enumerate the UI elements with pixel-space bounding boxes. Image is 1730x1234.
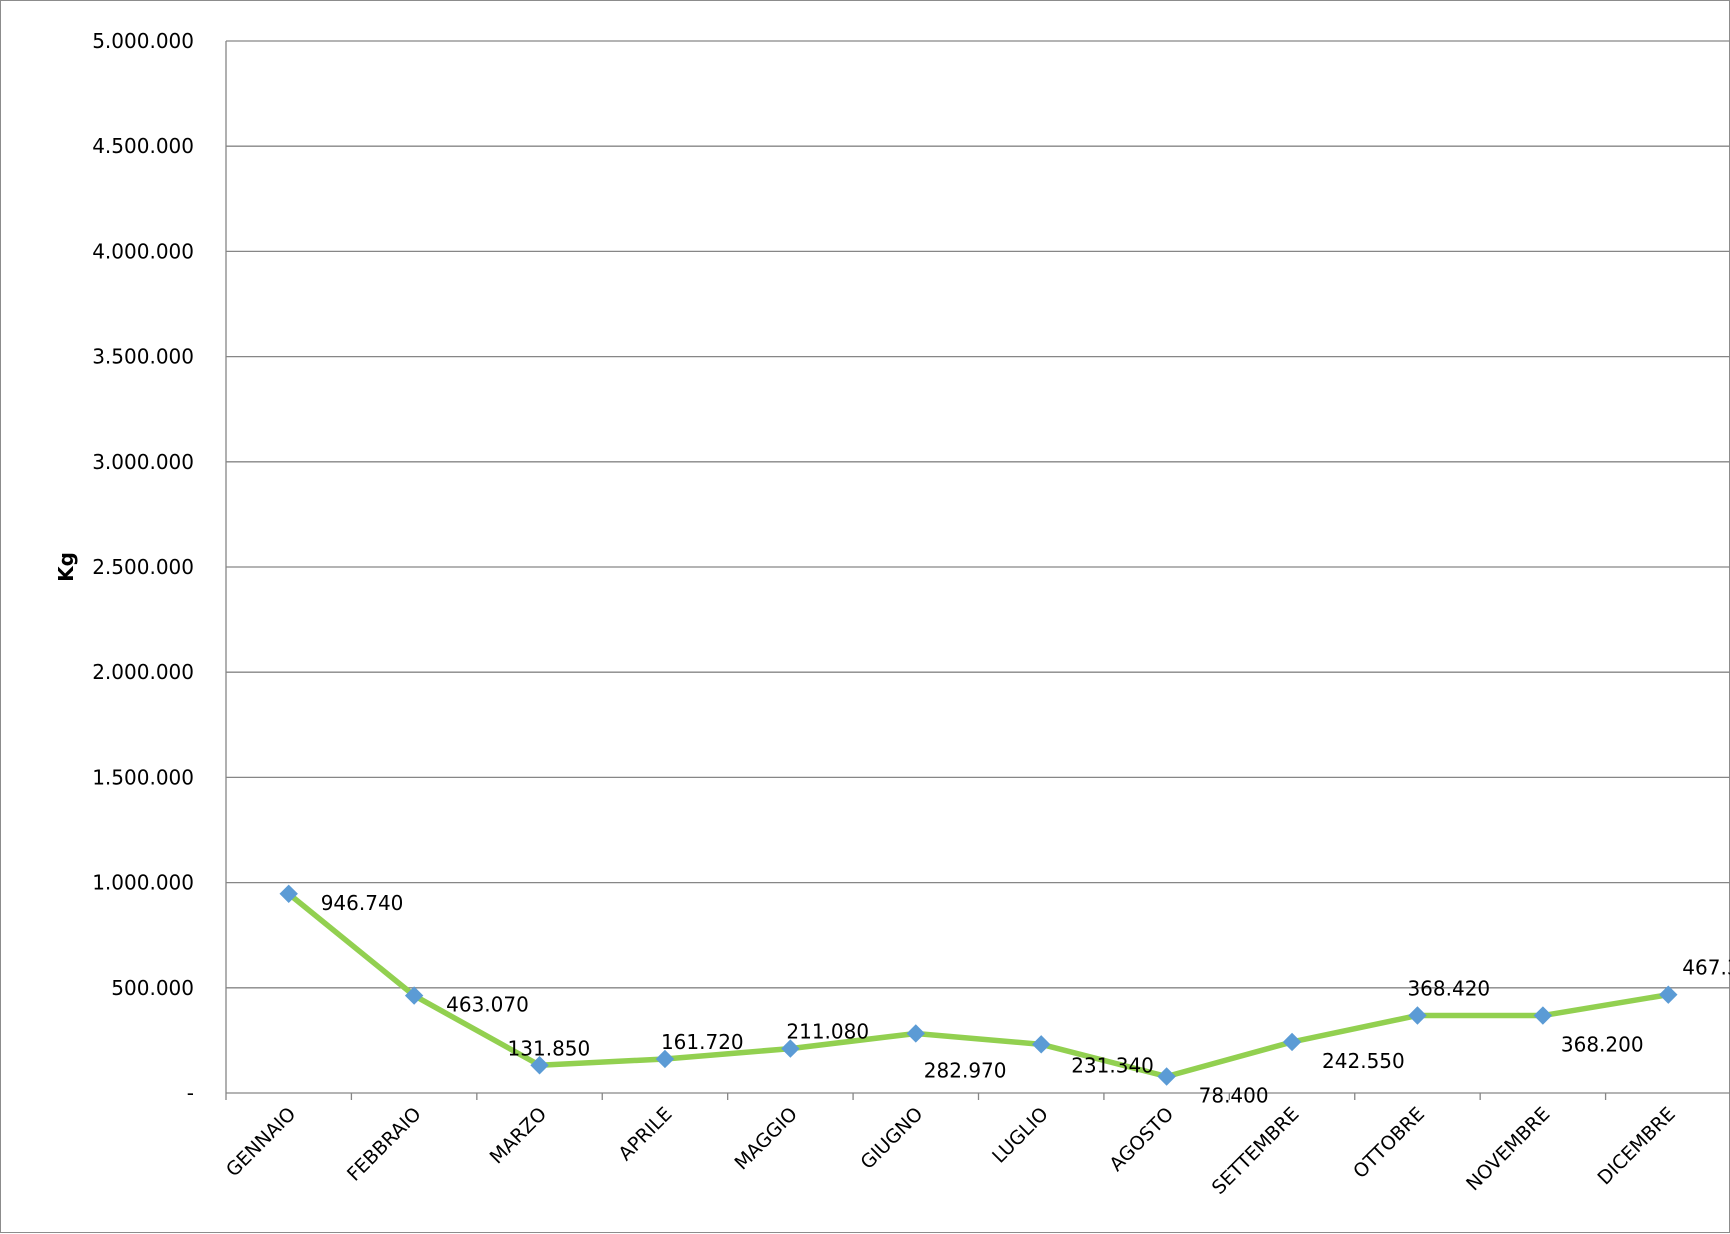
data-point-marker [1533, 1006, 1553, 1025]
x-tick-label: LUGLIO [988, 1103, 1053, 1168]
x-tick-label: GIUGNO [857, 1103, 928, 1174]
data-label: 131.850 [508, 1036, 591, 1060]
data-label: 946.740 [321, 891, 404, 915]
x-tick-label: SETTEMBRE [1208, 1103, 1304, 1199]
data-label: 467.340 [1682, 956, 1730, 980]
y-axis-ticks: - 500.000 1.000.000 1.500.000 2.000.000 2.500… [92, 29, 194, 1105]
y-tick-label: 1.500.000 [92, 765, 194, 789]
y-tick-label: - [187, 1081, 194, 1105]
x-tick-label: NOVEMBRE [1462, 1103, 1554, 1195]
series-layer: 946.740 463.070 131.850 161.720 211.080 282.9… [279, 884, 1730, 1108]
data-label: 78.400 [1199, 1084, 1269, 1108]
y-tick-label: 1.000.000 [92, 871, 194, 895]
y-tick-label: 4.500.000 [92, 134, 194, 158]
data-point-marker [404, 986, 424, 1005]
data-label: 463.070 [446, 993, 529, 1017]
data-label: 211.080 [786, 1020, 869, 1044]
y-tick-label: 3.000.000 [92, 450, 194, 474]
x-tick-label: MAGGIO [730, 1103, 801, 1174]
data-label: 231.340 [1071, 1053, 1154, 1077]
data-point-marker [781, 1039, 800, 1058]
y-tick-label: 5.000.000 [92, 29, 194, 53]
data-point-marker [1408, 1006, 1427, 1025]
data-point-marker [1157, 1067, 1176, 1086]
data-label: 368.420 [1407, 976, 1490, 1000]
data-label: 161.720 [661, 1030, 744, 1054]
data-point-marker [1032, 1035, 1051, 1054]
y-tick-label: 2.500.000 [92, 555, 194, 579]
x-tick-label: APRILE [614, 1103, 676, 1165]
data-point-marker [530, 1056, 549, 1075]
y-tick-label: 3.500.000 [92, 345, 194, 369]
x-tick-label: OTTOBRE [1349, 1103, 1429, 1183]
y-tick-label: 4.000.000 [92, 239, 194, 263]
data-label: 282.970 [924, 1058, 1007, 1082]
data-label: 242.550 [1322, 1049, 1405, 1073]
x-axis-ticks: GENNAIO FEBBRAIO MARZO APRILE MAGGIO GIUGNO LU… [222, 1103, 1680, 1199]
data-label: 368.200 [1561, 1033, 1644, 1057]
data-point-marker [279, 884, 298, 904]
x-tick-label: GENNAIO [222, 1103, 300, 1181]
data-point-marker [1659, 985, 1678, 1004]
data-point-marker [1282, 1032, 1302, 1052]
y-tick-label: 2.000.000 [92, 660, 194, 684]
data-point-marker [906, 1024, 925, 1043]
x-tick-label: AGOSTO [1105, 1103, 1178, 1176]
y-tick-label: 500.000 [111, 976, 194, 1000]
x-tick-label: DICEMBRE [1593, 1103, 1679, 1189]
data-point-marker [655, 1049, 675, 1069]
gridlines [225, 40, 1730, 1100]
y-axis-title: Kg [54, 552, 78, 582]
series-line [285, 891, 1672, 1080]
x-tick-label: FEBBRAIO [343, 1103, 426, 1186]
x-tick-label: MARZO [486, 1103, 551, 1168]
